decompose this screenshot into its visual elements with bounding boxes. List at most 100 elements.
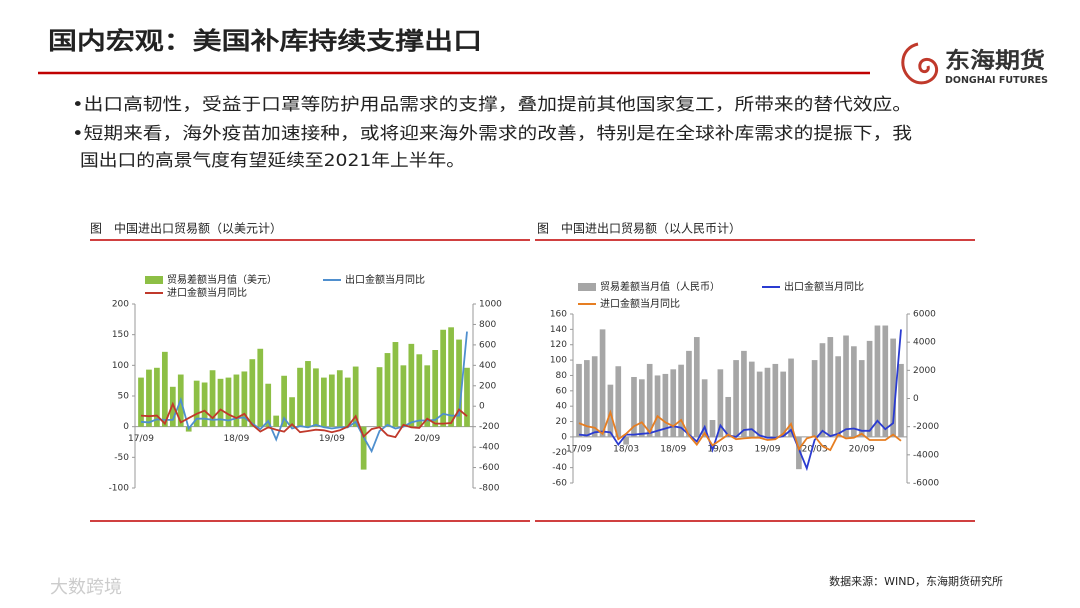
y2-tick-label: -800: [479, 484, 500, 494]
y2-tick-label: 800: [479, 320, 496, 330]
y-tick-label: 100: [550, 356, 567, 366]
line-series: [578, 409, 902, 452]
y2-tick-label: -4000: [913, 450, 939, 460]
line-series: [140, 401, 468, 439]
y2-tick-label: 6000: [913, 310, 936, 320]
y2-tick-label: -6000: [913, 479, 939, 489]
bar: [360, 426, 367, 470]
bar: [169, 386, 176, 427]
bar: [882, 325, 889, 437]
bar: [890, 338, 896, 437]
legend-swatch: [578, 283, 596, 291]
bar: [772, 363, 779, 437]
x-tick-label: 20/03: [802, 444, 828, 454]
bar: [392, 342, 399, 427]
y2-tick-label: 200: [479, 381, 496, 391]
bar: [591, 356, 598, 437]
bar: [678, 364, 684, 437]
y-tick-label: 0: [123, 422, 129, 432]
bar: [639, 379, 645, 437]
y2-tick-label: 0: [913, 394, 919, 404]
y-tick-label: -40: [552, 463, 567, 473]
legend-label: 贸易差额当月值（人民币）: [600, 280, 720, 293]
y-tick-label: -60: [552, 479, 567, 489]
legend-label: 进口金额当月同比: [600, 297, 680, 310]
y-tick-label: 150: [112, 330, 129, 340]
bar: [599, 329, 606, 437]
y-tick-label: 200: [112, 300, 129, 310]
bar: [819, 343, 826, 437]
bar: [154, 367, 160, 427]
bar: [376, 367, 383, 427]
legend-label: 出口金额当月同比: [345, 273, 425, 286]
bar: [257, 348, 264, 427]
bar: [725, 396, 732, 437]
bar: [241, 371, 248, 427]
y2-tick-label: -400: [479, 443, 500, 453]
y2-tick-label: 600: [479, 340, 496, 350]
y-tick-label: 80: [556, 371, 568, 381]
chart-caption: 图 中国进出口贸易额（以人民币计）: [537, 221, 741, 236]
bar: [344, 377, 351, 427]
x-tick-label: 17/09: [128, 434, 154, 444]
x-tick-label: 18/03: [613, 444, 639, 454]
bar: [408, 343, 415, 427]
x-tick-label: 18/09: [660, 444, 686, 454]
bar: [646, 363, 653, 437]
line-series: [578, 329, 902, 472]
bar: [328, 374, 335, 427]
bar: [456, 339, 462, 427]
bullet: •出口高韧性，受益于口罩等防护用品需求的支撑，叠加提前其他国家复工，所带来的替代…: [72, 95, 912, 115]
y2-tick-label: -600: [479, 463, 500, 473]
bar: [161, 351, 168, 427]
bar: [448, 327, 454, 427]
x-tick-label: 19/03: [707, 444, 733, 454]
bar: [898, 363, 904, 437]
bar: [336, 370, 343, 427]
bar: [686, 350, 692, 437]
bar: [193, 380, 200, 427]
bar: [305, 361, 311, 427]
bar: [670, 369, 677, 437]
bar: [623, 436, 629, 445]
bar: [273, 415, 280, 427]
x-tick-label: 18/09: [223, 434, 249, 444]
bar: [843, 335, 849, 437]
bar: [440, 329, 447, 427]
bar: [432, 350, 439, 427]
bar: [313, 368, 319, 427]
bar: [289, 397, 295, 427]
bar: [584, 360, 590, 437]
logo-icon: [901, 42, 939, 85]
bar: [748, 361, 755, 437]
bar: [874, 325, 881, 437]
bar: [827, 337, 834, 437]
y2-tick-label: -200: [479, 422, 500, 432]
bullet: •短期来看，海外疫苗加速接种，或将迎来海外需求的改善，特别是在全球补库需求的提振…: [72, 124, 912, 144]
bar: [756, 371, 763, 437]
x-tick-label: 19/09: [755, 444, 781, 454]
source: 数据来源：WIND，东海期货研究所: [829, 574, 1003, 588]
bar: [866, 340, 873, 437]
bullet: 国出口的高景气度有望延续至2021年上半年。: [80, 151, 465, 171]
bar: [631, 376, 637, 437]
legend-label: 贸易差额当月值（美元）: [167, 273, 277, 286]
bar: [297, 367, 303, 427]
bar: [146, 369, 152, 427]
y-tick-label: -20: [552, 448, 567, 458]
y-tick-label: 40: [556, 402, 568, 412]
y-tick-label: -50: [114, 453, 129, 463]
bar: [796, 436, 802, 470]
y2-tick-label: 400: [479, 361, 496, 371]
y-tick-label: 60: [556, 386, 568, 396]
bar: [701, 379, 708, 437]
bar: [615, 366, 622, 437]
bar: [384, 353, 391, 427]
bar: [764, 367, 771, 437]
y-tick-label: 160: [550, 310, 567, 320]
x-tick-label: 20/09: [414, 434, 440, 444]
bar: [788, 358, 794, 437]
legend-label: 出口金额当月同比: [784, 280, 864, 293]
y2-tick-label: 4000: [913, 338, 936, 348]
